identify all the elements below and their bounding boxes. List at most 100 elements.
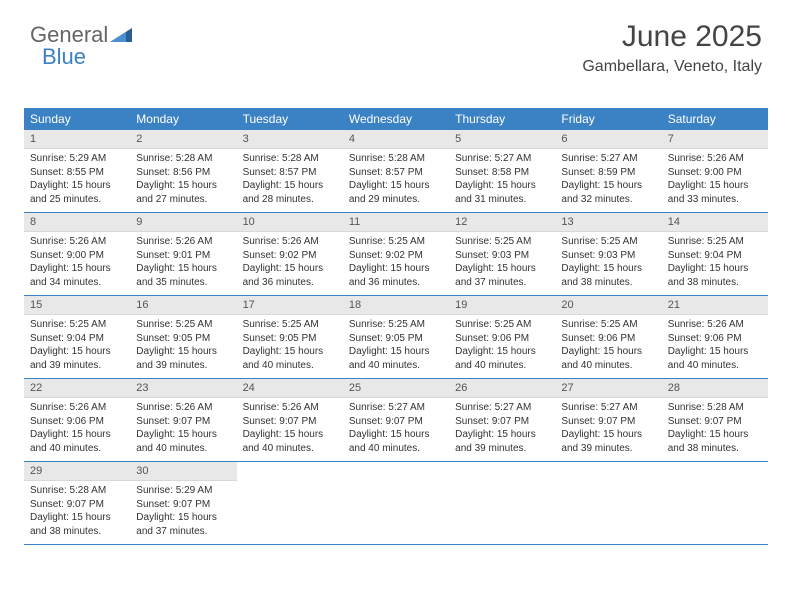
day-number: 9 <box>130 213 236 232</box>
calendar-cell: 11Sunrise: 5:25 AMSunset: 9:02 PMDayligh… <box>343 213 449 295</box>
day-info: Sunrise: 5:26 AMSunset: 9:00 PMDaylight:… <box>24 232 130 289</box>
location-text: Gambellara, Veneto, Italy <box>582 58 762 76</box>
calendar-cell: 6Sunrise: 5:27 AMSunset: 8:59 PMDaylight… <box>555 130 661 212</box>
calendar-grid: SundayMondayTuesdayWednesdayThursdayFrid… <box>24 108 768 545</box>
calendar-cell: 19Sunrise: 5:25 AMSunset: 9:06 PMDayligh… <box>449 296 555 378</box>
day-info: Sunrise: 5:25 AMSunset: 9:06 PMDaylight:… <box>449 315 555 372</box>
calendar-cell: 30Sunrise: 5:29 AMSunset: 9:07 PMDayligh… <box>130 462 236 544</box>
day-number: 27 <box>555 379 661 398</box>
day-number: 26 <box>449 379 555 398</box>
day-info: Sunrise: 5:26 AMSunset: 9:02 PMDaylight:… <box>237 232 343 289</box>
day-info: Sunrise: 5:28 AMSunset: 9:07 PMDaylight:… <box>24 481 130 538</box>
day-number: 3 <box>237 130 343 149</box>
calendar-week: 8Sunrise: 5:26 AMSunset: 9:00 PMDaylight… <box>24 213 768 296</box>
calendar-cell: 4Sunrise: 5:28 AMSunset: 8:57 PMDaylight… <box>343 130 449 212</box>
calendar-cell: 1Sunrise: 5:29 AMSunset: 8:55 PMDaylight… <box>24 130 130 212</box>
calendar-week: 29Sunrise: 5:28 AMSunset: 9:07 PMDayligh… <box>24 462 768 545</box>
day-number: 18 <box>343 296 449 315</box>
calendar-cell <box>662 462 768 544</box>
day-number: 20 <box>555 296 661 315</box>
calendar-week: 22Sunrise: 5:26 AMSunset: 9:06 PMDayligh… <box>24 379 768 462</box>
calendar-cell: 24Sunrise: 5:26 AMSunset: 9:07 PMDayligh… <box>237 379 343 461</box>
day-info: Sunrise: 5:27 AMSunset: 9:07 PMDaylight:… <box>343 398 449 455</box>
calendar-cell: 14Sunrise: 5:25 AMSunset: 9:04 PMDayligh… <box>662 213 768 295</box>
day-number: 4 <box>343 130 449 149</box>
calendar-cell: 10Sunrise: 5:26 AMSunset: 9:02 PMDayligh… <box>237 213 343 295</box>
day-info: Sunrise: 5:25 AMSunset: 9:04 PMDaylight:… <box>662 232 768 289</box>
day-info: Sunrise: 5:29 AMSunset: 8:55 PMDaylight:… <box>24 149 130 206</box>
calendar-cell <box>555 462 661 544</box>
calendar-cell: 25Sunrise: 5:27 AMSunset: 9:07 PMDayligh… <box>343 379 449 461</box>
day-number: 30 <box>130 462 236 481</box>
day-info: Sunrise: 5:26 AMSunset: 9:06 PMDaylight:… <box>662 315 768 372</box>
weekday-header: Friday <box>555 108 661 130</box>
day-info: Sunrise: 5:27 AMSunset: 9:07 PMDaylight:… <box>449 398 555 455</box>
day-number: 11 <box>343 213 449 232</box>
calendar-cell: 15Sunrise: 5:25 AMSunset: 9:04 PMDayligh… <box>24 296 130 378</box>
day-number: 16 <box>130 296 236 315</box>
day-info: Sunrise: 5:27 AMSunset: 8:58 PMDaylight:… <box>449 149 555 206</box>
calendar-cell: 17Sunrise: 5:25 AMSunset: 9:05 PMDayligh… <box>237 296 343 378</box>
day-info: Sunrise: 5:25 AMSunset: 9:05 PMDaylight:… <box>343 315 449 372</box>
day-number: 14 <box>662 213 768 232</box>
day-info: Sunrise: 5:28 AMSunset: 8:57 PMDaylight:… <box>237 149 343 206</box>
day-number: 6 <box>555 130 661 149</box>
calendar-cell: 23Sunrise: 5:26 AMSunset: 9:07 PMDayligh… <box>130 379 236 461</box>
calendar-cell: 26Sunrise: 5:27 AMSunset: 9:07 PMDayligh… <box>449 379 555 461</box>
day-number: 8 <box>24 213 130 232</box>
day-info: Sunrise: 5:25 AMSunset: 9:05 PMDaylight:… <box>237 315 343 372</box>
calendar-cell: 12Sunrise: 5:25 AMSunset: 9:03 PMDayligh… <box>449 213 555 295</box>
weekday-header-row: SundayMondayTuesdayWednesdayThursdayFrid… <box>24 108 768 130</box>
weekday-header: Sunday <box>24 108 130 130</box>
day-info: Sunrise: 5:28 AMSunset: 9:07 PMDaylight:… <box>662 398 768 455</box>
calendar-cell <box>343 462 449 544</box>
day-number: 19 <box>449 296 555 315</box>
day-number: 15 <box>24 296 130 315</box>
day-info: Sunrise: 5:27 AMSunset: 9:07 PMDaylight:… <box>555 398 661 455</box>
day-info: Sunrise: 5:25 AMSunset: 9:03 PMDaylight:… <box>449 232 555 289</box>
calendar-cell: 27Sunrise: 5:27 AMSunset: 9:07 PMDayligh… <box>555 379 661 461</box>
weekday-header: Monday <box>130 108 236 130</box>
calendar-cell <box>237 462 343 544</box>
day-number: 17 <box>237 296 343 315</box>
day-info: Sunrise: 5:26 AMSunset: 9:06 PMDaylight:… <box>24 398 130 455</box>
calendar-cell: 18Sunrise: 5:25 AMSunset: 9:05 PMDayligh… <box>343 296 449 378</box>
calendar-cell: 13Sunrise: 5:25 AMSunset: 9:03 PMDayligh… <box>555 213 661 295</box>
weekday-header: Wednesday <box>343 108 449 130</box>
calendar-cell: 3Sunrise: 5:28 AMSunset: 8:57 PMDaylight… <box>237 130 343 212</box>
day-info: Sunrise: 5:25 AMSunset: 9:03 PMDaylight:… <box>555 232 661 289</box>
day-number: 21 <box>662 296 768 315</box>
logo-triangle-icon <box>110 22 132 48</box>
page-header: June 2025 Gambellara, Veneto, Italy <box>582 20 762 76</box>
calendar-cell: 8Sunrise: 5:26 AMSunset: 9:00 PMDaylight… <box>24 213 130 295</box>
calendar-cell: 28Sunrise: 5:28 AMSunset: 9:07 PMDayligh… <box>662 379 768 461</box>
day-info: Sunrise: 5:28 AMSunset: 8:57 PMDaylight:… <box>343 149 449 206</box>
day-info: Sunrise: 5:25 AMSunset: 9:04 PMDaylight:… <box>24 315 130 372</box>
day-number: 25 <box>343 379 449 398</box>
month-title: June 2025 <box>582 20 762 54</box>
calendar-cell <box>449 462 555 544</box>
calendar-cell: 5Sunrise: 5:27 AMSunset: 8:58 PMDaylight… <box>449 130 555 212</box>
day-info: Sunrise: 5:26 AMSunset: 9:07 PMDaylight:… <box>237 398 343 455</box>
day-number: 5 <box>449 130 555 149</box>
day-info: Sunrise: 5:26 AMSunset: 9:00 PMDaylight:… <box>662 149 768 206</box>
day-number: 2 <box>130 130 236 149</box>
calendar-cell: 20Sunrise: 5:25 AMSunset: 9:06 PMDayligh… <box>555 296 661 378</box>
day-number: 28 <box>662 379 768 398</box>
weekday-header: Saturday <box>662 108 768 130</box>
day-number: 22 <box>24 379 130 398</box>
day-number: 10 <box>237 213 343 232</box>
calendar-cell: 16Sunrise: 5:25 AMSunset: 9:05 PMDayligh… <box>130 296 236 378</box>
day-info: Sunrise: 5:26 AMSunset: 9:07 PMDaylight:… <box>130 398 236 455</box>
calendar-cell: 21Sunrise: 5:26 AMSunset: 9:06 PMDayligh… <box>662 296 768 378</box>
day-info: Sunrise: 5:29 AMSunset: 9:07 PMDaylight:… <box>130 481 236 538</box>
calendar-cell: 9Sunrise: 5:26 AMSunset: 9:01 PMDaylight… <box>130 213 236 295</box>
day-number: 13 <box>555 213 661 232</box>
day-number: 23 <box>130 379 236 398</box>
day-info: Sunrise: 5:25 AMSunset: 9:06 PMDaylight:… <box>555 315 661 372</box>
calendar-cell: 2Sunrise: 5:28 AMSunset: 8:56 PMDaylight… <box>130 130 236 212</box>
day-info: Sunrise: 5:27 AMSunset: 8:59 PMDaylight:… <box>555 149 661 206</box>
day-info: Sunrise: 5:25 AMSunset: 9:02 PMDaylight:… <box>343 232 449 289</box>
calendar-week: 1Sunrise: 5:29 AMSunset: 8:55 PMDaylight… <box>24 130 768 213</box>
logo-text-2: Blue <box>42 44 86 70</box>
